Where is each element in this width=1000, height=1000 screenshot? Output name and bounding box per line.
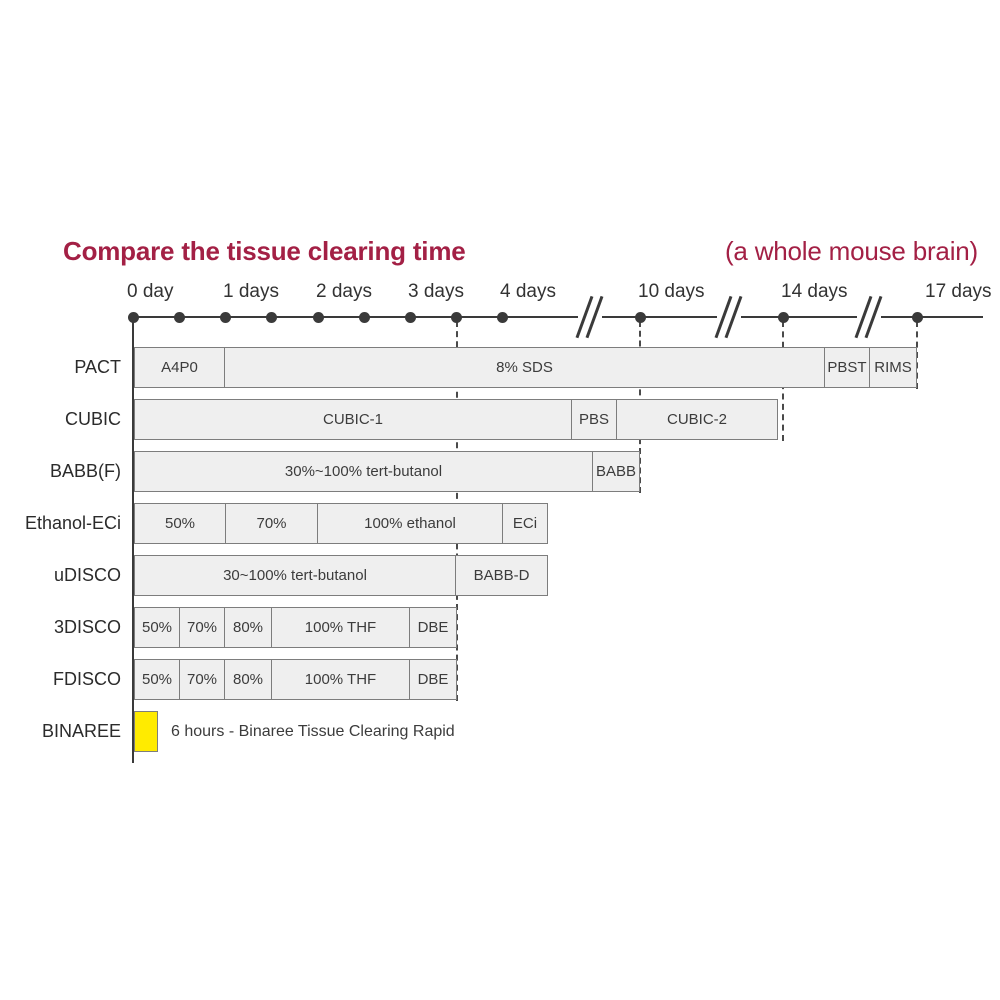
tick-dot xyxy=(634,311,646,323)
bar-segment: RIMS xyxy=(869,347,917,388)
tick-dot xyxy=(358,311,370,323)
tick-label: 10 days xyxy=(638,281,705,302)
bar-segment: CUBIC-2 xyxy=(616,399,778,440)
method-row-label: CUBIC xyxy=(64,409,121,429)
bar-segment: CUBIC-1 xyxy=(134,399,572,440)
bar-segment: 100% ethanol xyxy=(317,503,503,544)
end-marker-line xyxy=(916,321,918,389)
bar-segment: 70% xyxy=(179,607,225,648)
bar-segment: 100% THF xyxy=(271,659,410,700)
method-row-label: PACT xyxy=(74,357,121,377)
tick-dot xyxy=(911,311,923,323)
bar-segment: 70% xyxy=(225,503,318,544)
bar-segment: BABB xyxy=(592,451,640,492)
bar-segment: PBST xyxy=(824,347,870,388)
tick-label: 1 days xyxy=(223,281,279,302)
chart-subtitle: (a whole mouse brain) xyxy=(724,236,978,266)
bar-segment: BABB-D xyxy=(455,555,548,596)
bar-segment: PBS xyxy=(571,399,617,440)
tick-dot xyxy=(404,311,416,323)
tick-label: 14 days xyxy=(781,281,848,302)
row-note: 6 hours - Binaree Tissue Clearing Rapid xyxy=(171,723,455,740)
tick-label: 2 days xyxy=(316,281,372,302)
bar-segment: 50% xyxy=(134,503,226,544)
method-row-label: 3DISCO xyxy=(53,617,121,637)
method-row-label: FDISCO xyxy=(52,669,121,689)
tick-dot xyxy=(777,311,789,323)
bar-segment: 100% THF xyxy=(271,607,410,648)
tick-label: 17 days xyxy=(925,281,992,302)
bar-segment: A4P0 xyxy=(134,347,225,388)
tick-dot xyxy=(173,311,185,323)
bar-segment: DBE xyxy=(409,607,457,648)
bar-segment: 80% xyxy=(224,659,272,700)
bar-segment: 70% xyxy=(179,659,225,700)
tick-dot xyxy=(496,311,508,323)
method-row-label: uDISCO xyxy=(53,565,121,585)
tick-dot xyxy=(219,311,231,323)
bar-segment: 50% xyxy=(134,659,180,700)
method-row-label: BINAREE xyxy=(41,721,121,741)
tick-label: 4 days xyxy=(500,281,556,302)
chart-title: Compare the tissue clearing time xyxy=(63,236,466,266)
bar-segment: 80% xyxy=(224,607,272,648)
axis-origin-line xyxy=(132,316,134,763)
method-row-label: Ethanol-ECi xyxy=(24,513,121,533)
bar-segment xyxy=(134,711,158,752)
tick-label: 3 days xyxy=(408,281,464,302)
bar-segment: DBE xyxy=(409,659,457,700)
tick-dot xyxy=(265,311,277,323)
bar-segment: 8% SDS xyxy=(224,347,825,388)
tick-dot xyxy=(127,311,139,323)
bar-segment: 30~100% tert-butanol xyxy=(134,555,456,596)
bar-segment: 50% xyxy=(134,607,180,648)
tick-dot xyxy=(312,311,324,323)
tick-dot xyxy=(450,311,462,323)
tick-label: 0 day xyxy=(127,281,174,302)
bar-segment: 30%~100% tert-butanol xyxy=(134,451,593,492)
bar-segment: ECi xyxy=(502,503,548,544)
axis-line xyxy=(133,316,983,318)
method-row-label: BABB(F) xyxy=(49,461,121,481)
